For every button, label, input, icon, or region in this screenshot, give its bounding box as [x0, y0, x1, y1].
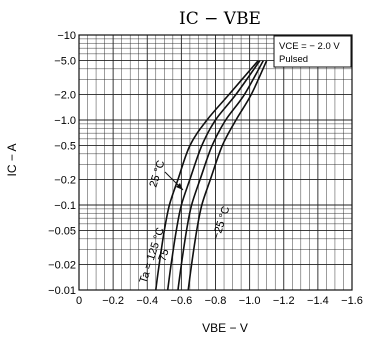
y-tick-label: −1.0 [54, 115, 76, 127]
y-tick-label: −0.1 [54, 200, 76, 212]
x-tick-label: −0.6 [171, 295, 193, 307]
x-tick-labels: 0 −0.2 −0.4 −0.6 −0.8 −1.0 −1.2 −1.4 −1.6 [76, 295, 363, 307]
y-tick-label: −2.0 [54, 89, 76, 101]
y-tick-label: −10 [57, 30, 76, 42]
plot-frame [78, 34, 353, 291]
pointer-arrow-head [176, 183, 183, 190]
x-tick-label: −0.2 [102, 295, 124, 307]
x-tick-label: −1.4 [307, 295, 329, 307]
condition-box: VCE = − 2.0 V Pulsed [273, 35, 352, 68]
condition-box-frame [273, 35, 352, 68]
x-tick-label: 0 [76, 295, 82, 307]
y-tick-label: −0.5 [54, 141, 76, 153]
pointer-arrow [164, 171, 184, 191]
x-tick-label: −1.2 [273, 295, 295, 307]
series-line [177, 60, 264, 291]
curve-label: −25 °C [210, 205, 232, 241]
y-tick-label: −0.05 [48, 226, 76, 238]
condition-vce: VCE = − 2.0 V [279, 41, 340, 52]
x-tick-label: −0.4 [136, 295, 158, 307]
x-tick-label: −1.6 [341, 295, 363, 307]
curve-label: 75 [156, 248, 171, 263]
series-line [155, 60, 259, 291]
series-line [166, 60, 261, 291]
y-tick-label: −0.2 [54, 174, 76, 186]
y-tick-labels: −0.01 −0.02 −0.05 −0.1 −0.2 −0.5 −1.0 −2.0 −5.0 −… [48, 30, 76, 297]
y-axis-label: IC − A [5, 143, 19, 176]
y-tick-label: −0.02 [48, 259, 76, 271]
x-tick-label: −0.8 [205, 295, 227, 307]
x-axis-label: VBE − V [202, 321, 248, 335]
x-tick-label: −1.0 [239, 295, 261, 307]
y-tick-label: −0.01 [48, 285, 76, 297]
series-line [187, 60, 268, 291]
condition-pulsed: Pulsed [279, 54, 308, 65]
chart-title: IC − VBE [179, 9, 261, 29]
curves [155, 60, 268, 291]
y-tick-label: −5.0 [54, 56, 76, 68]
